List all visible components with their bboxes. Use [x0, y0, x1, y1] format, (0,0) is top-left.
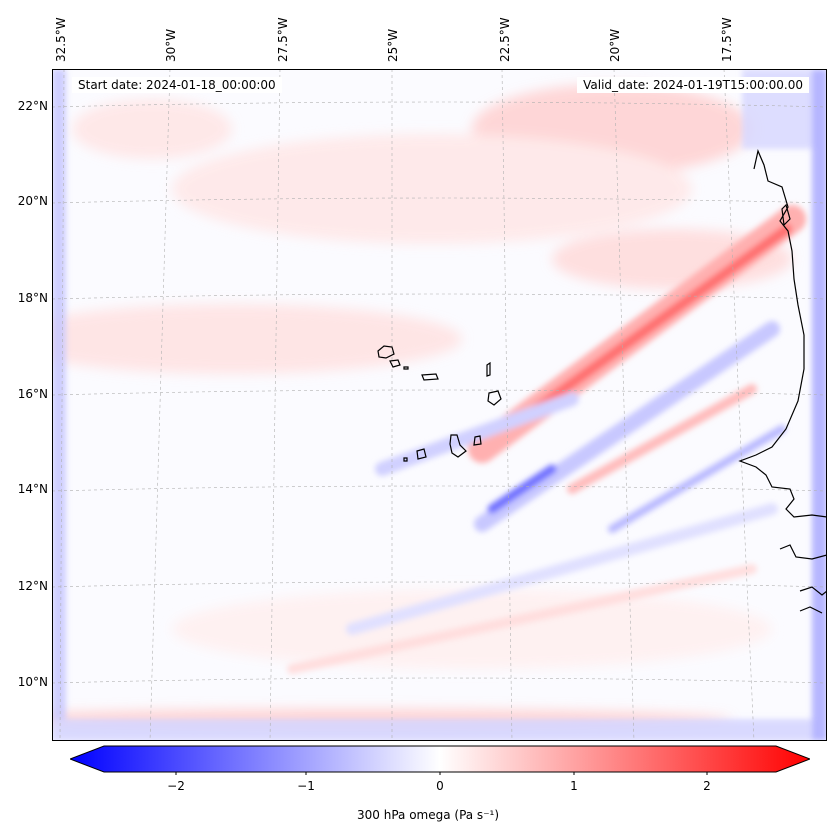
colorbar-gradient — [70, 745, 810, 773]
omega-field — [52, 69, 827, 741]
colorbar-tick-0: 0 — [436, 779, 444, 793]
lon-label-22-5w: 22.5°W — [498, 17, 512, 62]
colorbar-tick-minus-1: −1 — [297, 779, 315, 793]
lat-label-22n: 22°N — [17, 99, 48, 113]
valid-date-label: Valid_date: 2024-01-19T15:00:00.00 — [577, 77, 809, 93]
lon-label-27-5w: 27.5°W — [276, 17, 290, 62]
lon-label-25w: 25°W — [386, 28, 400, 62]
colorbar-tick-2: 2 — [703, 779, 711, 793]
lon-label-17-5w: 17.5°W — [720, 17, 734, 62]
map-panel — [52, 69, 827, 741]
colorbar-tick-1: 1 — [570, 779, 578, 793]
lat-label-12n: 12°N — [17, 579, 48, 593]
colorbar-tick-minus-2: −2 — [167, 779, 185, 793]
lon-label-32-5w: 32.5°W — [54, 17, 68, 62]
lat-label-18n: 18°N — [17, 291, 48, 305]
lat-label-14n: 14°N — [17, 482, 48, 496]
diagonal-bands — [287, 205, 806, 674]
lon-label-30w: 30°W — [164, 28, 178, 62]
lon-label-20w: 20°W — [608, 28, 622, 62]
lat-label-10n: 10°N — [17, 675, 48, 689]
lat-label-20n: 20°N — [17, 194, 48, 208]
colorbar-label: 300 hPa omega (Pa s⁻¹) — [357, 808, 500, 822]
graticule — [52, 69, 827, 741]
lat-label-16n: 16°N — [17, 387, 48, 401]
coastline — [738, 149, 827, 614]
cape-verde-islands — [377, 345, 502, 462]
start-date-label: Start date: 2024-01-18_00:00:00 — [72, 77, 282, 93]
colorbar — [70, 745, 810, 775]
colorbar-tick-marks — [175, 772, 708, 775]
